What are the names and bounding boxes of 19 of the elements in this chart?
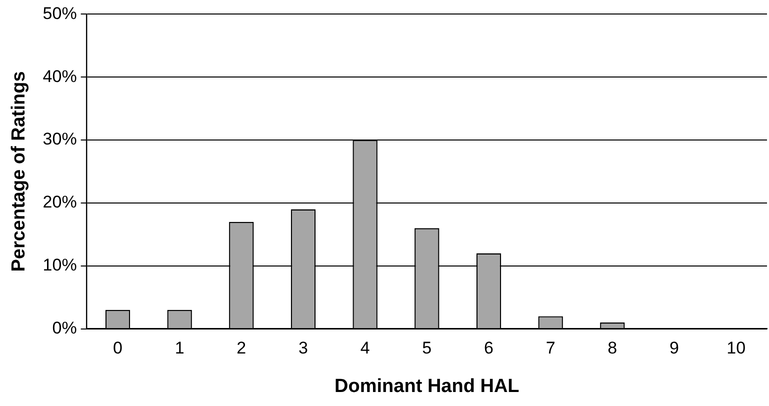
x-tick-label: 5 bbox=[422, 338, 432, 358]
x-tick-label: 6 bbox=[484, 338, 494, 358]
x-tick-label: 4 bbox=[360, 338, 370, 358]
x-tick-label: 8 bbox=[608, 338, 618, 358]
y-axis-title: Percentage of Ratings bbox=[8, 71, 30, 272]
y-tick-label: 40% bbox=[42, 66, 77, 86]
x-tick-label: 7 bbox=[546, 338, 556, 358]
y-tick-label: 20% bbox=[42, 192, 77, 212]
y-tick-label: 10% bbox=[42, 256, 77, 275]
x-tick-label: 9 bbox=[670, 338, 679, 358]
x-axis-title: Dominant Hand HAL bbox=[334, 376, 520, 397]
x-tick-label: 10 bbox=[726, 338, 746, 358]
x-tick-label: 2 bbox=[236, 338, 246, 358]
x-tick-label: 1 bbox=[174, 338, 184, 358]
x-tick-label: 3 bbox=[298, 338, 308, 358]
y-tick-label: 50% bbox=[42, 4, 77, 23]
y-tick-label: 0% bbox=[52, 318, 77, 338]
x-tick-label: 0 bbox=[113, 338, 122, 358]
y-tick-label: 30% bbox=[42, 130, 77, 149]
